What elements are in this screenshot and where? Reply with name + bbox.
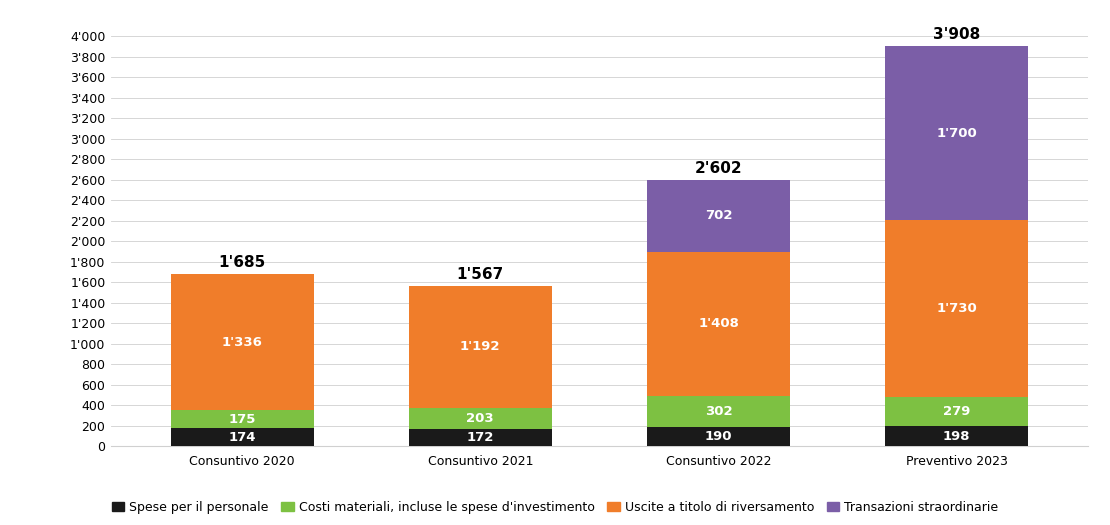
- Bar: [647, 180, 790, 251]
- Text: 198: 198: [944, 429, 970, 443]
- Text: 302: 302: [705, 405, 733, 418]
- Text: 1'336: 1'336: [222, 335, 262, 349]
- Text: 1'192: 1'192: [460, 340, 501, 353]
- Text: 174: 174: [229, 431, 255, 444]
- Text: 1'730: 1'730: [937, 302, 977, 316]
- Legend: Spese per il personale, Costi materiali, incluse le spese d'investimento, Uscite: Spese per il personale, Costi materiali,…: [107, 496, 1003, 519]
- Bar: [408, 408, 552, 428]
- Text: 702: 702: [705, 209, 733, 222]
- Text: 203: 203: [466, 412, 494, 425]
- Text: 3'908: 3'908: [934, 27, 980, 42]
- Bar: [886, 397, 1028, 426]
- Bar: [647, 251, 790, 396]
- Text: 2'602: 2'602: [695, 161, 743, 175]
- Text: 175: 175: [229, 413, 255, 426]
- Bar: [408, 286, 552, 408]
- Bar: [886, 220, 1028, 397]
- Bar: [171, 274, 313, 411]
- Bar: [886, 426, 1028, 446]
- Bar: [647, 427, 790, 446]
- Text: 190: 190: [705, 430, 733, 443]
- Text: 1'408: 1'408: [698, 317, 739, 330]
- Bar: [408, 428, 552, 446]
- Bar: [171, 428, 313, 446]
- Bar: [886, 46, 1028, 220]
- Bar: [171, 411, 313, 428]
- Text: 1'700: 1'700: [937, 127, 977, 140]
- Bar: [647, 396, 790, 427]
- Text: 1'567: 1'567: [456, 267, 504, 281]
- Text: 279: 279: [944, 405, 970, 418]
- Text: 172: 172: [466, 431, 494, 444]
- Text: 1'685: 1'685: [219, 255, 265, 269]
